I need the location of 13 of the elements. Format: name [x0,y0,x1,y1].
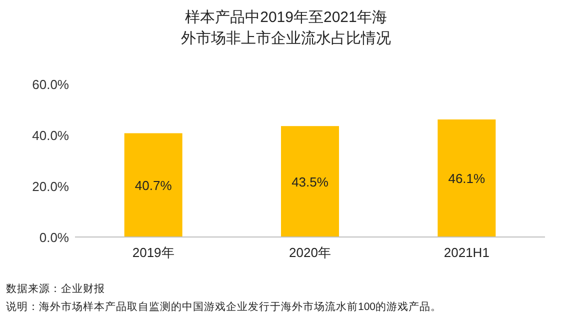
data-label: 46.1% [448,171,486,186]
source-note: 数据来源：企业财报 [6,282,105,295]
chart-title: 样本产品中2019年至2021年海外市场非上市企业流水占比情况 [181,9,391,47]
x-tick-label: 2019年 [132,245,174,260]
x-tick-label: 2020年 [289,245,331,260]
y-tick-label: 60.0% [32,77,70,92]
y-tick-label: 40.0% [32,128,70,143]
data-label: 40.7% [134,178,172,194]
data-label: 43.5% [292,174,329,190]
y-tick-label: 20.0% [32,179,70,194]
text: 说明：海外市场样本产品取自监测的中国游戏企业发行于海外市场流水前100的游戏产品。 [6,300,442,313]
x-tick-label: 2021H1 [444,245,490,260]
y-tick-label: 0.0% [39,230,70,245]
